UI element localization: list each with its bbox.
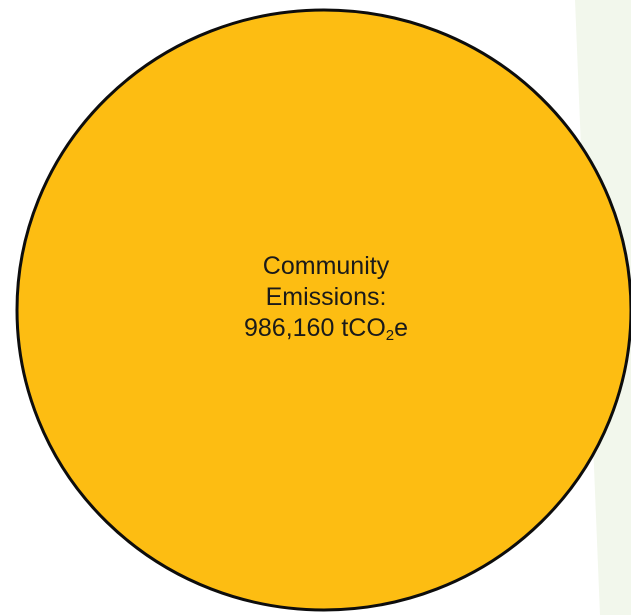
emissions-value: 986,160	[243, 314, 335, 342]
label-line-emissions: Emissions:	[265, 283, 387, 311]
emissions-unit-subscript: 2	[385, 327, 395, 344]
emissions-value-line: 986,160 tCO2e	[186, 313, 466, 344]
emissions-unit-suffix: e	[394, 314, 409, 342]
community-emissions-label: Community Emissions: 986,160 tCO2e	[186, 251, 466, 344]
emissions-unit-prefix: tCO	[341, 314, 386, 342]
label-line-community: Community	[262, 252, 390, 280]
community-emissions-circle	[15, 8, 631, 612]
